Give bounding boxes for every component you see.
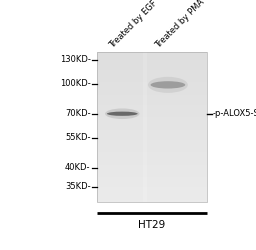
Bar <box>98 152 207 155</box>
Bar <box>98 110 207 112</box>
Text: 40KD-: 40KD- <box>65 163 91 172</box>
Bar <box>98 114 207 117</box>
Bar <box>98 120 207 122</box>
Bar <box>98 107 207 110</box>
Bar <box>98 94 207 97</box>
Bar <box>98 182 207 185</box>
Text: -p-ALOX5-S271: -p-ALOX5-S271 <box>212 109 256 118</box>
Bar <box>98 194 207 197</box>
Bar <box>98 150 207 152</box>
Bar <box>144 52 145 202</box>
Bar <box>98 112 207 115</box>
Bar <box>98 90 207 92</box>
Bar <box>98 140 207 142</box>
Text: HT29: HT29 <box>138 220 166 230</box>
Bar <box>98 84 207 87</box>
Bar <box>98 60 207 62</box>
Bar <box>98 122 207 125</box>
Bar <box>98 102 207 105</box>
Bar <box>98 157 207 160</box>
Ellipse shape <box>105 108 140 119</box>
Bar <box>98 162 207 165</box>
Bar <box>98 170 207 172</box>
Bar <box>98 127 207 130</box>
Bar <box>98 154 207 157</box>
Bar <box>98 130 207 132</box>
Bar <box>98 104 207 107</box>
Bar <box>98 62 207 65</box>
Bar <box>98 134 207 137</box>
Bar <box>98 82 207 85</box>
Bar <box>98 187 207 190</box>
Bar <box>98 124 207 127</box>
Bar <box>98 174 207 177</box>
Text: Treated by EGF: Treated by EGF <box>108 0 159 50</box>
Bar <box>98 57 207 60</box>
Text: 70KD-: 70KD- <box>65 109 91 118</box>
Bar <box>98 100 207 102</box>
Bar <box>98 142 207 145</box>
Bar <box>98 92 207 95</box>
Bar <box>98 172 207 175</box>
Bar <box>98 97 207 100</box>
Bar <box>98 177 207 180</box>
Bar <box>98 137 207 140</box>
Bar <box>98 147 207 150</box>
Bar <box>98 184 207 187</box>
Bar <box>98 200 207 202</box>
Bar <box>98 160 207 162</box>
Bar <box>98 80 207 82</box>
Bar <box>98 54 207 57</box>
Bar <box>98 52 207 55</box>
Text: 35KD-: 35KD- <box>65 182 91 192</box>
Bar <box>146 52 147 202</box>
Text: 130KD-: 130KD- <box>60 55 91 64</box>
Bar <box>143 52 144 202</box>
Bar <box>98 144 207 147</box>
Bar <box>98 52 207 202</box>
Bar <box>98 77 207 80</box>
Bar <box>98 72 207 75</box>
Ellipse shape <box>148 77 188 93</box>
Bar <box>98 52 207 202</box>
Bar <box>145 52 146 202</box>
Bar <box>98 70 207 72</box>
Bar <box>98 64 207 67</box>
Bar <box>98 197 207 200</box>
Text: Treated by PMA: Treated by PMA <box>154 0 206 50</box>
Bar <box>98 167 207 170</box>
Bar <box>98 164 207 167</box>
Ellipse shape <box>107 112 138 116</box>
Text: 55KD-: 55KD- <box>65 133 91 142</box>
Bar <box>98 67 207 70</box>
Bar <box>98 87 207 90</box>
Bar <box>98 117 207 120</box>
Bar <box>98 132 207 135</box>
Bar <box>98 74 207 77</box>
Bar <box>98 180 207 182</box>
Bar <box>98 190 207 192</box>
Bar <box>98 192 207 195</box>
Text: 100KD-: 100KD- <box>60 80 91 88</box>
Ellipse shape <box>151 81 185 88</box>
